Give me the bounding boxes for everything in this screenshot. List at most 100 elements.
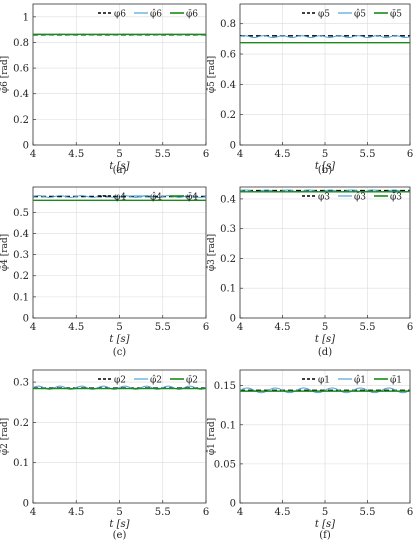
x-tick-label: 4.5 (275, 507, 291, 518)
chart-panel: 4 4.5 5 5.5 6 0 0.1 0.2 0.3 t [s] φ̂2 [rad] φ2 φ̂2 φ̄… (0, 369, 209, 541)
y-tick-label: 0.2 (13, 115, 29, 126)
x-tick-label: 4 (30, 507, 36, 518)
y-tick-label: 0 (230, 314, 236, 325)
y-tick-label: 0.8 (220, 19, 236, 30)
legend: φ4 φ̂4 φ̄4 (98, 192, 198, 203)
y-tick-label: 0.3 (220, 224, 236, 235)
series-estimate-line (239, 35, 411, 39)
panel-label: (e) (113, 530, 127, 541)
y-axis-label: φ̂6 [rad] (0, 56, 10, 93)
chart-panel: 4 4.5 5 5.5 600.20.40.60.81t [s]φ̂6 [rad]φ6 φ… (0, 3, 209, 176)
x-tick-label: 5 (116, 149, 122, 160)
y-tick-label: 0 (230, 141, 236, 152)
y-tick-label: 0.3 (13, 250, 29, 261)
x-tick-label: 5.5 (155, 322, 171, 333)
y-tick-label: 0.1 (220, 420, 236, 431)
legend-label: φ̄4 (186, 193, 198, 203)
x-axis-label: t [s] (109, 519, 129, 530)
x-axis-label: t [s] (109, 161, 129, 172)
x-tick-label: 5.5 (360, 149, 376, 160)
x-tick-label: 4.5 (275, 149, 291, 160)
y-tick-label: 0.05 (214, 459, 236, 470)
x-tick-label: 6 (203, 322, 209, 333)
y-tick-label: 0 (230, 499, 236, 510)
y-tick-label: 0.4 (13, 229, 29, 240)
y-tick-label: 0 (23, 141, 29, 152)
legend: φ3 φ̂3 φ̄3 (302, 192, 402, 203)
x-tick-label: 4.5 (68, 322, 84, 333)
legend-label: φ̄1 (390, 376, 402, 386)
legend-label: φ6 (114, 10, 126, 20)
legend-label: φ̂3 (354, 192, 366, 203)
y-tick-label: 0.4 (220, 80, 236, 91)
legend: φ1 φ̂1 φ̄1 (302, 375, 402, 386)
y-tick-label: 0.4 (13, 89, 29, 100)
y-tick-label: 0.3 (13, 378, 29, 389)
legend: φ6 φ̂6 φ̄6 (98, 9, 198, 20)
legend-label: φ̄3 (390, 193, 402, 203)
chart-panel: 4 4.5 5 5.5 6 0 0.2 0.4 0.6 0.8 t [s] φ̂5 [rad] φ5 φ̂… (206, 3, 413, 176)
y-axis-label: φ̂3 [rad] (206, 234, 217, 271)
chart-panel: 4 4.5 5 5.5 6 0 0.05 0.1 0.15 t [s] φ̂1 [rad] φ1 φ̂1… (206, 369, 413, 541)
legend-label: φ5 (318, 10, 330, 20)
y-tick-label: 0 (23, 314, 29, 325)
x-tick-label: 5 (322, 322, 328, 333)
x-tick-label: 6 (407, 322, 413, 333)
x-tick-label: 4 (30, 322, 36, 333)
x-tick-label: 5 (322, 149, 328, 160)
y-tick-label: 0.2 (13, 418, 29, 429)
y-tick-label: 0.6 (220, 50, 236, 61)
x-tick-label: 5 (322, 507, 328, 518)
x-axis-label: t [s] (315, 161, 335, 172)
legend-label: φ̂2 (150, 375, 162, 386)
x-tick-label: 5.5 (360, 322, 376, 333)
legend-label: φ̂6 (150, 9, 162, 20)
panel-label: (c) (113, 347, 127, 358)
legend-label: φ̄2 (186, 376, 198, 386)
chart-panel: 4 4.5 5 5.5 6 0 0.1 0.2 0.3 0.4 0.5 t [s] φ̂4 [rad] φ… (0, 186, 209, 358)
x-tick-label: 6 (407, 149, 413, 160)
y-tick-label: 0.6 (13, 64, 29, 75)
legend-label: φ̂4 (150, 192, 162, 203)
chart-panel: 4 4.5 5 5.5 6 0 0.1 0.2 0.3 0.4 t [s] φ̂3 [rad] φ3 φ̂… (206, 186, 413, 358)
y-tick-label: 0.1 (13, 458, 29, 469)
y-tick-label: 0.8 (13, 38, 29, 49)
y-tick-label: 0 (23, 499, 29, 510)
legend-label: φ̂1 (354, 375, 366, 386)
panel-label: (f) (319, 530, 331, 541)
x-tick-label: 4 (237, 322, 243, 333)
y-axis-label: φ̂1 [rad] (206, 418, 217, 455)
x-axis-label: t [s] (315, 334, 335, 345)
y-tick-label: 0.2 (220, 254, 236, 265)
y-axis-label: φ̂2 [rad] (0, 418, 10, 455)
y-tick-label: 0.1 (13, 292, 29, 303)
legend-label: φ1 (318, 376, 330, 386)
x-tick-label: 6 (407, 507, 413, 518)
x-tick-label: 6 (203, 507, 209, 518)
y-axis-label: φ̂5 [rad] (206, 56, 217, 93)
panel-label: (a) (113, 165, 127, 176)
y-tick-label: 0.2 (220, 110, 236, 121)
y-axis-label: φ̂4 [rad] (0, 234, 10, 271)
y-tick-label: 0.5 (13, 208, 29, 219)
x-tick-label: 5 (116, 507, 122, 518)
x-tick-label: 5.5 (155, 507, 171, 518)
legend-label: φ3 (318, 193, 330, 203)
x-tick-label: 6 (203, 149, 209, 160)
panel-label: (d) (318, 347, 332, 358)
y-tick-label: 0.1 (220, 284, 236, 295)
legend-label: φ̄5 (390, 10, 402, 20)
x-tick-label: 5 (116, 322, 122, 333)
legend-label: φ2 (114, 376, 126, 386)
legend-label: φ̂5 (354, 9, 366, 20)
x-tick-label: 5.5 (155, 149, 171, 160)
x-axis-label: t [s] (315, 519, 335, 530)
x-tick-label: 4.5 (68, 507, 84, 518)
panel-label: (b) (318, 165, 332, 176)
y-tick-label: 1 (23, 12, 29, 23)
x-tick-label: 5.5 (360, 507, 376, 518)
x-tick-label: 4.5 (68, 149, 84, 160)
legend-label: φ4 (114, 193, 126, 203)
